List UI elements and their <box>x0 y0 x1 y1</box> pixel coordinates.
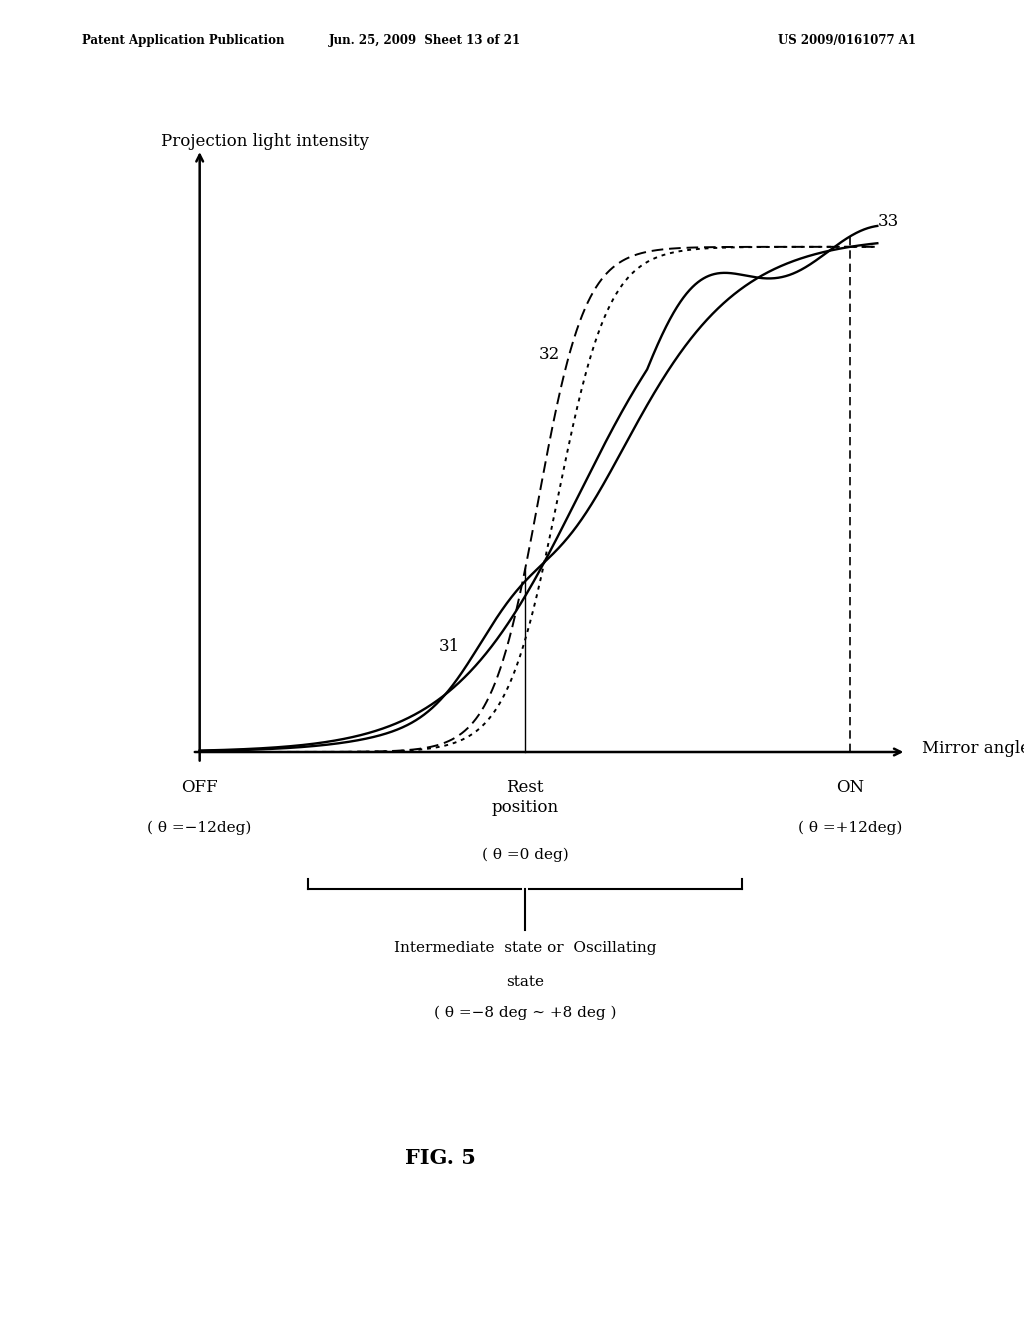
Text: ON: ON <box>837 780 864 796</box>
Text: Patent Application Publication: Patent Application Publication <box>82 34 285 48</box>
Text: OFF: OFF <box>181 780 218 796</box>
Text: ( θ =−8 deg ∼ +8 deg ): ( θ =−8 deg ∼ +8 deg ) <box>434 1006 616 1020</box>
Text: state: state <box>506 975 544 989</box>
Text: Mirror angle: Mirror angle <box>922 741 1024 758</box>
Text: Rest
position: Rest position <box>492 780 558 816</box>
Text: 33: 33 <box>878 213 899 230</box>
Text: Intermediate  state or  Oscillating: Intermediate state or Oscillating <box>393 941 656 954</box>
Text: ( θ =−12deg): ( θ =−12deg) <box>147 821 252 836</box>
Text: FIG. 5: FIG. 5 <box>404 1148 476 1168</box>
Text: ( θ =0 deg): ( θ =0 deg) <box>481 849 568 862</box>
Text: ( θ =+12deg): ( θ =+12deg) <box>798 821 902 836</box>
Text: 32: 32 <box>539 346 560 363</box>
Text: US 2009/0161077 A1: US 2009/0161077 A1 <box>778 34 916 48</box>
Text: Projection light intensity: Projection light intensity <box>162 133 370 150</box>
Text: 31: 31 <box>438 639 460 656</box>
Text: Jun. 25, 2009  Sheet 13 of 21: Jun. 25, 2009 Sheet 13 of 21 <box>329 34 521 48</box>
